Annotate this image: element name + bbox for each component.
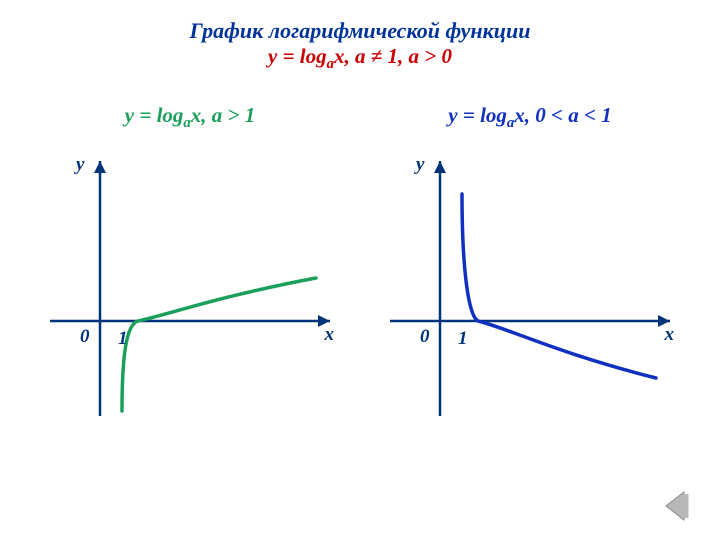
nav-back-icon[interactable] bbox=[664, 490, 700, 522]
left-curve bbox=[122, 278, 316, 411]
right-y-arrow bbox=[434, 161, 446, 173]
left-y-arrow bbox=[94, 161, 106, 173]
right-panel-label: y = logax, 0 < a < 1 bbox=[370, 103, 690, 132]
right-y-label: y bbox=[416, 154, 424, 176]
right-origin-label: 0 bbox=[420, 326, 430, 348]
left-one-label: 1 bbox=[118, 328, 128, 350]
left-panel: y = logax, a > 1 y x 0 1 bbox=[30, 103, 350, 426]
title-main: График логарифмической функции bbox=[0, 18, 720, 44]
right-one-label: 1 bbox=[458, 328, 468, 350]
right-panel: y = logax, 0 < a < 1 y x 0 1 bbox=[370, 103, 690, 426]
right-x-label: x bbox=[665, 324, 675, 346]
left-x-label: x bbox=[325, 324, 335, 346]
title-subtitle: y = logax, a ≠ 1, a > 0 bbox=[0, 44, 720, 73]
left-chart: y x 0 1 bbox=[40, 146, 340, 426]
right-chart: y x 0 1 bbox=[380, 146, 680, 426]
chart-panels: y = logax, a > 1 y x 0 1 y = logax, 0 < … bbox=[0, 103, 720, 426]
right-curve bbox=[462, 194, 656, 378]
left-panel-label: y = logax, a > 1 bbox=[30, 103, 350, 132]
left-y-label: y bbox=[76, 154, 84, 176]
left-origin-label: 0 bbox=[80, 326, 90, 348]
title-area: График логарифмической функции y = logax… bbox=[0, 0, 720, 73]
